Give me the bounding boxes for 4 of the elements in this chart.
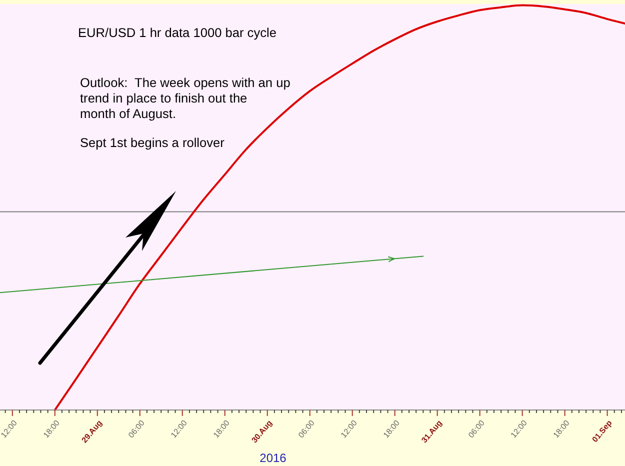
annotation: Sept 1st begins a rollover: [80, 135, 226, 150]
annotation: Outlook: The week opens with an up trend in place to finish out the month of August.: [80, 75, 290, 121]
x-axis-title: 2016: [260, 451, 287, 465]
text: EUR/USD 1 hr data 1000 bar cycle: [78, 25, 276, 40]
